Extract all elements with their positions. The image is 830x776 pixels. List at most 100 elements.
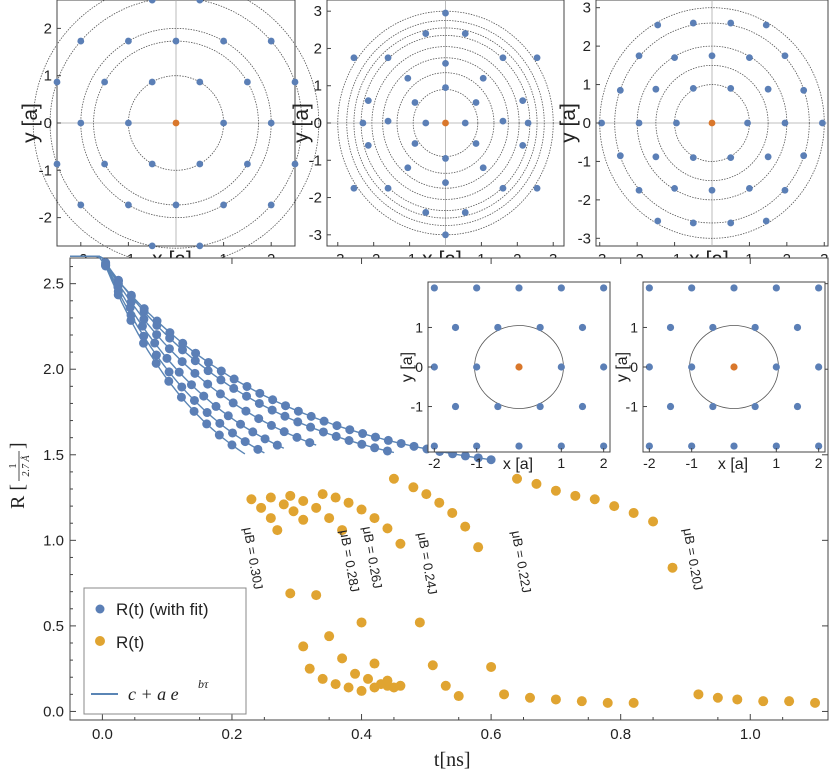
inset1-y-axis-label: y [a] bbox=[399, 352, 416, 382]
top1-lattice-point bbox=[124, 119, 132, 127]
top1-lattice-point bbox=[196, 78, 204, 86]
inset1-center-point bbox=[515, 363, 523, 371]
blue-point bbox=[227, 440, 237, 450]
orange-point bbox=[278, 499, 289, 510]
top3-lattice-point bbox=[708, 52, 716, 60]
orange-point bbox=[311, 502, 322, 513]
orange-point bbox=[427, 660, 438, 671]
blue-point bbox=[272, 440, 282, 450]
blue-point bbox=[382, 446, 392, 456]
orange-point bbox=[395, 680, 406, 691]
orange-point bbox=[570, 490, 581, 501]
orange-point bbox=[395, 538, 406, 549]
orange-point bbox=[609, 501, 620, 512]
blue-point bbox=[152, 316, 162, 326]
top3-lattice-point bbox=[671, 54, 678, 62]
top2-lattice-point bbox=[479, 74, 487, 82]
inset2-lattice-point bbox=[730, 284, 738, 292]
inset1-frame bbox=[427, 281, 611, 453]
orange-point bbox=[246, 494, 257, 505]
orange-point bbox=[356, 685, 367, 696]
blue-point bbox=[203, 379, 213, 389]
top1-lattice-point bbox=[267, 119, 275, 127]
top1-lattice-point bbox=[267, 37, 275, 45]
main-ytick-label: 2.0 bbox=[43, 361, 64, 378]
inset2-lattice-point bbox=[815, 442, 823, 450]
orange-point bbox=[317, 673, 328, 684]
orange-point bbox=[288, 506, 299, 517]
blue-point bbox=[189, 395, 199, 405]
top2-lattice-point bbox=[472, 140, 480, 147]
blue-point bbox=[174, 367, 184, 377]
blue-point bbox=[165, 328, 175, 338]
blue-point bbox=[177, 382, 187, 392]
top1-lattice-point bbox=[220, 119, 228, 127]
inset1-lattice-point bbox=[578, 402, 587, 411]
orange-point bbox=[363, 673, 374, 684]
inset2-lattice-point bbox=[709, 402, 717, 411]
top3-ytick-label: 2 bbox=[583, 38, 591, 55]
fit-curve-5 bbox=[70, 255, 492, 461]
blue-point bbox=[370, 443, 380, 453]
top2-ytick-label: 3 bbox=[314, 3, 322, 20]
orange-point bbox=[285, 588, 296, 599]
main-y-axis-label-bracket: ] bbox=[7, 442, 29, 449]
top3-lattice-point bbox=[762, 21, 770, 29]
top1-ytick-label: -2 bbox=[39, 210, 52, 227]
orange-point bbox=[460, 521, 471, 532]
blue-point bbox=[162, 353, 172, 363]
orange-point bbox=[712, 692, 723, 703]
inset2-lattice-point bbox=[709, 323, 717, 332]
blue-point bbox=[331, 431, 341, 441]
inset1-xtick-label: -2 bbox=[428, 455, 441, 471]
orange-point bbox=[272, 525, 283, 536]
orange-point bbox=[589, 494, 600, 505]
top3-lattice-point bbox=[635, 186, 643, 194]
inset1-lattice-point bbox=[557, 363, 565, 371]
blue-point bbox=[253, 444, 263, 454]
top1-ytick-label: 0 bbox=[44, 115, 52, 132]
inset1-lattice-point bbox=[473, 442, 481, 450]
top3-ring bbox=[655, 64, 769, 182]
orange-point bbox=[356, 617, 367, 628]
inset1-lattice-point bbox=[600, 284, 608, 292]
inset2-x-axis-label: x [a] bbox=[718, 456, 748, 473]
top2-lattice-point bbox=[519, 97, 527, 105]
inset1-ytick-label: 0 bbox=[415, 359, 423, 375]
inset2-y-axis-label: y [a] bbox=[614, 352, 631, 382]
inset2-lattice-point bbox=[751, 323, 759, 332]
inset1-lattice-point bbox=[536, 402, 544, 411]
blue-point bbox=[236, 419, 246, 429]
blue-point bbox=[164, 344, 174, 354]
blue-point bbox=[229, 374, 239, 384]
inset2-xtick-label: -2 bbox=[643, 455, 656, 471]
blue-point bbox=[202, 408, 212, 418]
top1-lattice-point bbox=[196, 0, 204, 4]
main-ytick-label: 1.5 bbox=[43, 447, 64, 464]
top1-lattice-point bbox=[148, 78, 156, 86]
blue-point bbox=[216, 375, 226, 385]
main-xtick-label: 0.8 bbox=[610, 726, 631, 743]
blue-point bbox=[260, 434, 270, 444]
orange-point bbox=[512, 473, 523, 484]
top1-lattice-point bbox=[291, 78, 299, 86]
blue-point bbox=[203, 357, 213, 367]
inset1-lattice-point bbox=[473, 284, 481, 292]
top2-ytick-label: 1 bbox=[314, 78, 322, 95]
blue-point bbox=[358, 429, 368, 439]
top3-panel: -3-2-11233210-1-2-3x [a]y [a] bbox=[557, 0, 829, 271]
orange-point bbox=[337, 525, 348, 536]
top1-lattice-point bbox=[172, 201, 180, 209]
blue-point bbox=[177, 345, 187, 355]
orange-point bbox=[382, 523, 393, 534]
top3-lattice-point bbox=[635, 52, 643, 60]
orange-point bbox=[369, 513, 380, 524]
inset2-lattice-point bbox=[645, 363, 653, 371]
orange-point bbox=[337, 653, 348, 664]
blue-point bbox=[241, 406, 251, 416]
top2-ring bbox=[353, 27, 538, 219]
orange-point bbox=[693, 689, 704, 700]
top2-lattice-point bbox=[442, 84, 449, 91]
top3-lattice-point bbox=[818, 119, 826, 127]
inset2-lattice-point bbox=[688, 284, 696, 292]
